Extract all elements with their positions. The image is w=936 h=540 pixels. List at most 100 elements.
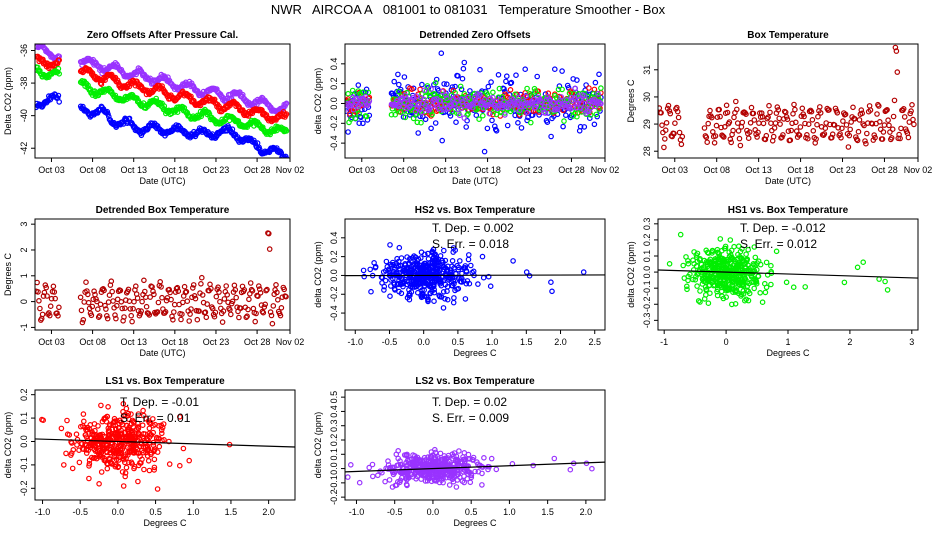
data-point-hs2 xyxy=(345,108,350,114)
data-points xyxy=(360,242,587,311)
data-point xyxy=(148,451,154,458)
data-point xyxy=(692,276,699,283)
data-point xyxy=(80,411,87,417)
data-point-ls2 xyxy=(515,94,522,101)
data-point xyxy=(153,436,160,442)
data-point-hs2 xyxy=(356,120,363,127)
data-point xyxy=(95,423,101,429)
data-point-box xyxy=(85,299,92,306)
data-point xyxy=(722,257,729,264)
y-tick-label: -38 xyxy=(19,77,29,90)
x-tick-label: 1 xyxy=(785,337,790,347)
data-point-hs1 xyxy=(418,119,424,126)
regression-line xyxy=(34,438,296,448)
data-point-box xyxy=(269,320,276,327)
y-tick-label: -0.2 xyxy=(329,286,339,302)
data-point-ls2 xyxy=(194,88,201,94)
data-point xyxy=(732,258,739,265)
data-point-box xyxy=(217,298,223,305)
data-point xyxy=(666,260,673,267)
data-point-hs2 xyxy=(503,73,510,80)
data-point-box xyxy=(232,286,239,293)
data-point-box xyxy=(909,102,915,108)
data-point-box xyxy=(134,295,141,301)
x-tick-label: 0.5 xyxy=(452,337,465,347)
data-point xyxy=(707,290,713,297)
data-point xyxy=(753,279,759,286)
data-point-box xyxy=(255,283,262,289)
data-point-hs1 xyxy=(502,110,508,116)
data-point xyxy=(738,293,744,299)
data-point-box xyxy=(875,103,882,109)
data-point-box xyxy=(196,308,202,314)
data-point xyxy=(418,476,425,482)
data-point xyxy=(135,411,142,417)
data-point-box xyxy=(37,305,43,312)
data-point-ls1 xyxy=(408,86,415,93)
data-point xyxy=(151,456,158,463)
data-point xyxy=(114,431,120,438)
data-point xyxy=(691,249,697,255)
x-tick-label: 2.0 xyxy=(554,337,567,347)
data-point-box xyxy=(233,294,240,301)
data-point xyxy=(433,269,440,275)
data-point xyxy=(762,289,769,296)
data-point-ls2 xyxy=(414,105,421,112)
data-point xyxy=(81,418,87,425)
data-point xyxy=(146,467,153,474)
y-tick-label: -0.4 xyxy=(329,305,339,321)
data-point xyxy=(383,258,390,265)
data-point-hs1 xyxy=(153,95,160,102)
data-point-box xyxy=(166,286,173,293)
y-tick-label: -0.1 xyxy=(329,475,339,491)
regression-line xyxy=(344,274,606,277)
data-point-ls2 xyxy=(574,101,581,107)
y-tick-label: 0.0 xyxy=(329,269,339,282)
data-point xyxy=(743,296,750,303)
data-point-ls2 xyxy=(554,106,561,113)
data-point-box xyxy=(743,111,749,118)
data-point-box xyxy=(879,136,886,142)
data-point-hs2 xyxy=(548,133,554,140)
data-point-hs2 xyxy=(391,78,398,85)
y-tick-label: -0.4 xyxy=(329,135,339,151)
data-point-hs2 xyxy=(508,79,515,86)
data-point xyxy=(860,259,867,266)
data-point xyxy=(78,441,85,447)
data-point xyxy=(143,435,150,442)
data-point xyxy=(159,430,165,437)
x-tick-label: 1.0 xyxy=(503,507,516,517)
data-point-box xyxy=(155,299,162,306)
x-axis-label: Date (UTC) xyxy=(452,176,498,186)
data-point xyxy=(589,465,595,472)
data-point-ls1 xyxy=(56,57,63,63)
data-point xyxy=(116,424,123,431)
data-point xyxy=(721,276,728,283)
data-point xyxy=(431,279,438,286)
x-tick-label: 0.0 xyxy=(427,507,440,517)
data-point-box xyxy=(125,286,132,293)
data-point xyxy=(451,295,457,301)
data-point-hs1 xyxy=(526,105,532,111)
data-point xyxy=(138,440,145,447)
data-point xyxy=(421,454,428,461)
data-point xyxy=(177,413,183,420)
data-point-ls2 xyxy=(282,101,289,107)
data-point-box xyxy=(863,140,869,147)
data-point-hs1 xyxy=(512,91,518,98)
data-point-box xyxy=(199,274,205,281)
data-point xyxy=(125,410,132,417)
data-point-hs2 xyxy=(504,122,511,129)
data-point-box xyxy=(146,312,153,318)
data-point xyxy=(401,452,408,458)
data-point xyxy=(104,465,111,472)
data-point-ls2 xyxy=(283,100,290,107)
data-point-box xyxy=(35,289,41,295)
x-tick-label: 3 xyxy=(909,337,914,347)
data-point-box xyxy=(885,117,891,124)
data-point-hs1 xyxy=(555,86,562,93)
data-point-box xyxy=(261,304,268,310)
data-point xyxy=(130,449,137,456)
data-point-hs2 xyxy=(560,123,566,130)
